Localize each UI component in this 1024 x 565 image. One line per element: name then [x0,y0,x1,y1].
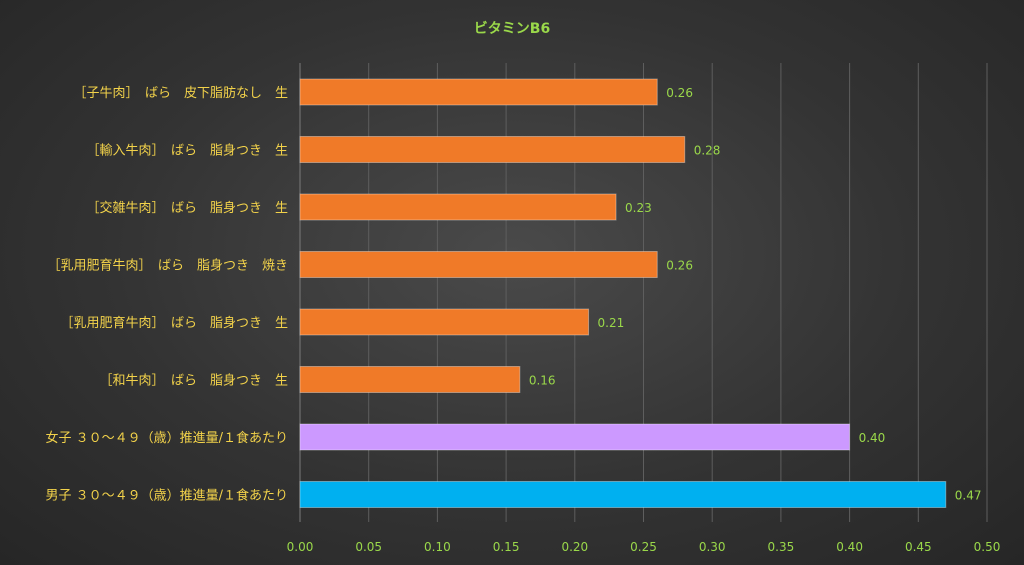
gridlines [299,63,988,522]
x-tick-label: 0.25 [630,540,657,554]
data-label: 0.26 [666,259,693,273]
bar [299,136,686,163]
x-tick-label: 0.05 [355,540,382,554]
category-labels: ［子牛肉］ ばら 皮下脂肪なし 生 ［輸入牛肉］ ばら 脂身つき 生 ［交雑牛肉］ … [45,85,288,504]
category-label: ［和牛肉］ ばら 脂身つき 生 [99,373,288,389]
bar [299,481,947,508]
x-tick-label: 0.35 [768,540,795,554]
bar [299,423,851,451]
data-labels: 0.26 0.28 0.23 0.26 0.21 0.16 0.40 0.47 [529,86,982,503]
data-label: 0.26 [666,86,693,100]
x-tick-label: 0.50 [974,540,1001,554]
data-label: 0.21 [598,316,625,330]
x-tick-label: 0.30 [699,540,726,554]
bar [299,251,658,278]
x-tick-label: 0.40 [836,540,863,554]
x-tick-label: 0.45 [905,540,932,554]
category-label: ［子牛肉］ ばら 皮下脂肪なし 生 [73,85,288,101]
bars [299,78,947,508]
category-label: ［輸入牛肉］ ばら 脂身つき 生 [86,143,288,159]
x-tick-label: 0.00 [287,540,314,554]
category-label: ［交雑牛肉］ ばら 脂身つき 生 [86,200,288,216]
x-tick-label: 0.20 [561,540,588,554]
category-label: 男子 ３０～４９（歳）推進量/１食あたり [45,488,288,504]
x-tick-labels: 0.00 0.05 0.10 0.15 0.20 0.25 0.30 0.35 0.40 0.45… [287,540,1001,554]
bar [299,308,590,336]
data-label: 0.40 [859,431,886,445]
data-label: 0.47 [955,489,982,503]
chart-title: ビタミンB6 [474,21,550,37]
x-tick-label: 0.10 [424,540,451,554]
x-tick-label: 0.15 [493,540,520,554]
data-label: 0.16 [529,374,556,388]
category-label: ［乳用肥育牛肉］ ばら 脂身つき 生 [60,315,288,331]
bar [299,193,617,221]
category-label: 女子 ３０～４９（歳）推進量/１食あたり [45,430,288,446]
bar [299,366,521,393]
data-label: 0.23 [625,201,652,215]
data-label: 0.28 [694,144,721,158]
bar [299,78,658,106]
category-label: ［乳用肥育牛肉］ ばら 脂身つき 焼き [47,258,288,274]
